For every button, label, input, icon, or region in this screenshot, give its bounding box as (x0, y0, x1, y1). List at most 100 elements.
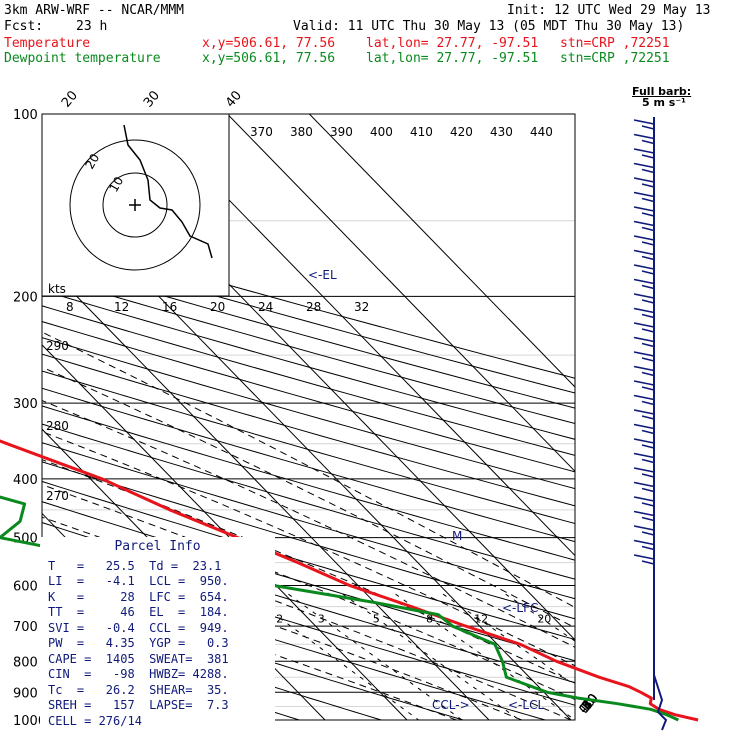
wind-barb (633, 220, 655, 232)
pressure-label: 100 (13, 108, 38, 123)
model-title: 3km ARW-WRF -- NCAR/MMM (4, 3, 185, 18)
mixing-ratio-line (395, 593, 575, 720)
dry-adiabat (42, 231, 575, 379)
mixing-ratio-label: 12 (474, 613, 488, 626)
dry-adiabat (42, 353, 575, 507)
theta-label: 420 (450, 125, 473, 139)
dry-adiabat (42, 461, 575, 620)
wind-barb (633, 191, 655, 203)
wind-barb (633, 133, 655, 145)
parcel-row: CIN = -98 HWBZ= 4288. (48, 667, 229, 681)
location-xy-2: x,y=506.61, 77.56 (202, 51, 336, 66)
legend-dewpoint: Dewpoint temperature (4, 51, 161, 66)
el-annotation: <-EL (308, 268, 337, 282)
wind-barb (633, 409, 655, 420)
valid-time: Valid: 11 UTC Thu 30 May 13 (05 MDT Thu … (293, 19, 685, 34)
speed-tick-label: 32 (354, 300, 369, 314)
mixing-ratio-label: 3 (318, 613, 325, 626)
dry-adiabat (42, 480, 575, 641)
wind-barb (633, 177, 655, 188)
dry-adiabat (42, 289, 575, 440)
wind-barb (633, 423, 655, 435)
parcel-row: SREH = 157 LAPSE= 7.3 (48, 698, 229, 712)
mixing-ratio-label: 8 (426, 613, 433, 626)
parcel-row: SVI = -0.4 CCL = 949. (48, 620, 229, 635)
barb-speed-label: 5 m s⁻¹ (642, 96, 686, 109)
theta-label: 380 (290, 125, 313, 139)
wind-barb (633, 467, 655, 478)
temperature-profile (0, 439, 699, 722)
parcel-row: PW = 4.35 YGP = 0.3 (48, 636, 229, 650)
legend-temperature: Temperature (4, 36, 91, 51)
speed-tick-label: 28 (306, 300, 321, 314)
wind-barb-lower (653, 674, 668, 731)
wind-barb (633, 119, 655, 130)
wind-barb (633, 438, 655, 449)
wind-barb (633, 539, 655, 551)
parcel-info-title: Parcel Info (114, 539, 201, 554)
pressure-label: 700 (13, 620, 38, 635)
wind-barb (633, 148, 655, 159)
wind-barb (633, 554, 655, 565)
wind-barb (633, 206, 655, 217)
theta-label: 370 (250, 125, 273, 139)
wind-barb (633, 336, 655, 348)
moist-adiabat (42, 574, 457, 720)
dry-adiabat (42, 442, 575, 600)
wind-barb (633, 264, 655, 275)
location-latlon-2: lat,lon= 27.77, -97.51 (366, 51, 539, 66)
parcel-row: Tc = 26.2 SHEAR= 35. (48, 682, 229, 697)
dry-adiabat (42, 337, 575, 490)
temperature-label: 30 (141, 88, 163, 110)
pressure-label: 1000 (13, 714, 46, 729)
hodograph-ring (69, 139, 201, 271)
parcel-row: TT = 46 EL = 184. (48, 605, 229, 619)
hodograph-ring (102, 172, 168, 238)
pressure-label: 900 (13, 686, 38, 701)
parcel-info-panel: Parcel Info T = 25.5 Td = 23.1 LI = -4.1… (40, 537, 275, 737)
location-latlon: lat,lon= 27.77, -97.51 (366, 36, 539, 51)
init-time: Init: 12 UTC Wed 29 May 13 (507, 3, 711, 18)
dry-adiabat (42, 321, 575, 473)
location-station-2: stn=CRP ,72251 (560, 51, 670, 66)
wind-barb (633, 525, 655, 536)
moist-adiabat (42, 331, 575, 608)
hodograph-ring-label: 20 (82, 151, 102, 171)
temperature-label: 40 (223, 88, 245, 110)
hodograph-ring-label: 10 (106, 174, 126, 194)
isotherm-line (145, 114, 575, 557)
isotherm-line (42, 344, 408, 720)
wind-barb (633, 510, 655, 522)
isotherm-line (227, 114, 575, 473)
theta-label: 440 (530, 125, 553, 139)
location-xy: x,y=506.61, 77.56 (202, 36, 336, 51)
wind-barb (633, 307, 655, 319)
hodograph-trace (123, 124, 213, 259)
dry-adiabat (42, 423, 575, 580)
temperature-label: 20 (59, 88, 81, 110)
wind-barb (633, 496, 655, 507)
dry-adiabat (42, 305, 575, 456)
theta-label: 390 (330, 125, 353, 139)
dry-adiabat (42, 245, 575, 394)
full-barb-label: Full barb: (632, 85, 692, 98)
parcel-row: CELL = 276/14 (48, 713, 142, 728)
wind-barb-units: Full barb: 5 m s⁻¹ (632, 86, 691, 108)
theta-e-label: 290 (46, 339, 69, 353)
theta-e-label: 270 (46, 489, 69, 503)
wind-barb (633, 394, 655, 406)
wind-barb (633, 249, 655, 261)
wind-barb (633, 293, 655, 304)
lcl-annotation: <-LCL (508, 698, 544, 712)
ccl-annotation: CCL-> (432, 698, 470, 712)
melting-level-annotation: M (452, 529, 462, 543)
isotherm-line (309, 114, 575, 388)
theta-e-label: 280 (46, 419, 69, 433)
wind-barb (633, 351, 655, 362)
pressure-label: 800 (13, 655, 38, 670)
forecast-hour: 23 h (76, 19, 108, 34)
mixing-ratio-label: 2 (276, 613, 283, 626)
theta-label: 430 (490, 125, 513, 139)
wind-barb (633, 235, 655, 246)
